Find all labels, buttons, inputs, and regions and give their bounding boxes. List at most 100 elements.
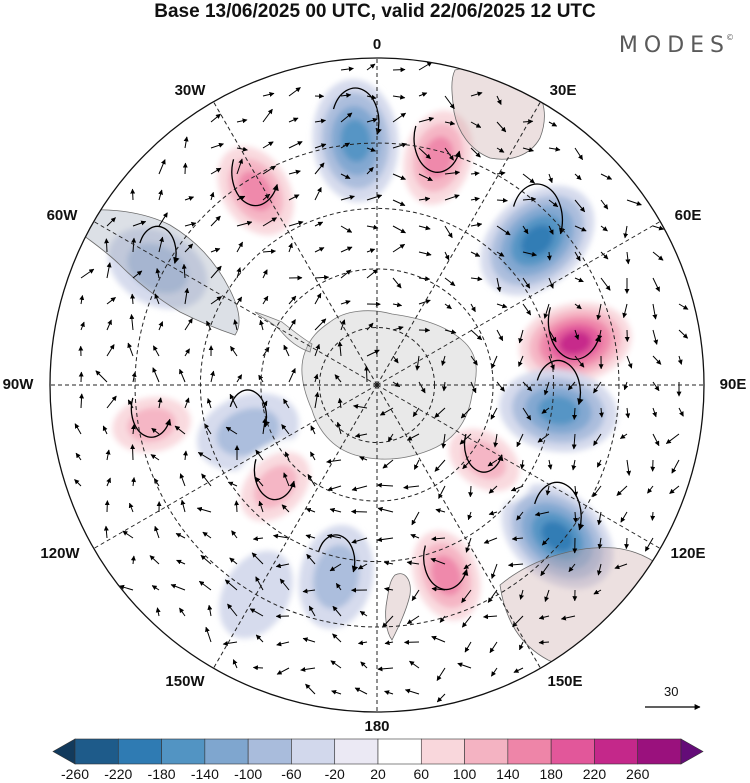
latitude-circle-2 (260, 268, 494, 502)
wind-vector (262, 217, 277, 227)
wind-vector (392, 94, 406, 100)
wind-vector (548, 173, 553, 184)
wind-vector (225, 426, 238, 435)
colorbar-swatch (291, 738, 336, 765)
wind-vector (623, 225, 629, 239)
wind-vector (518, 329, 524, 344)
wind-vector (366, 63, 376, 71)
wind-vector (305, 683, 316, 695)
wind-vector (431, 635, 446, 643)
wind-vector (444, 120, 456, 126)
wind-vector (305, 534, 316, 539)
wind-vector (392, 243, 406, 253)
streamline (332, 87, 382, 135)
wind-vector (418, 299, 431, 305)
map-boundary (49, 57, 705, 713)
wind-vector (236, 146, 248, 152)
circulation-streamlines (130, 87, 602, 591)
wind-vector (174, 425, 186, 435)
wind-vector (444, 95, 455, 110)
wind-vector (406, 615, 420, 625)
wind-vector (538, 639, 550, 645)
wind-vector (288, 117, 299, 123)
colorbar-tick-label: -220 (104, 766, 133, 782)
meridian-line (213, 384, 378, 669)
wind-vector (411, 511, 420, 526)
wind-vector (548, 355, 555, 370)
wind-vector (236, 374, 243, 383)
wind-vector (384, 586, 394, 592)
wind-vector (179, 473, 186, 487)
wind-vector (258, 500, 264, 513)
wind-vector (430, 557, 446, 565)
wind-vector (574, 199, 586, 213)
wind-vector (351, 485, 368, 492)
longitude-label-150e: 150E (547, 673, 583, 690)
wind-vector (255, 576, 264, 591)
wind-vector (522, 381, 533, 392)
wind-vector (574, 277, 584, 283)
wind-vector (227, 603, 238, 617)
streamline (229, 389, 270, 428)
wind-vector (249, 608, 264, 617)
wind-vector (522, 196, 537, 202)
colorbar-tick-label: 60 (413, 766, 430, 782)
wind-vector (202, 531, 212, 539)
wind-vector (314, 318, 327, 331)
wind-vector (340, 92, 352, 98)
wind-vector (496, 251, 505, 257)
wind-vector (470, 303, 476, 313)
colorbar-swatch (464, 738, 509, 765)
wind-vector (314, 143, 327, 149)
wind-vector (255, 477, 264, 487)
colorbar-swatch (377, 738, 422, 765)
wind-vector (332, 633, 342, 643)
wind-vector (483, 537, 498, 544)
wind-vector (255, 634, 264, 643)
wind-vector (262, 165, 277, 175)
wind-vector (131, 371, 137, 383)
wind-vector (548, 199, 559, 208)
wind-vector (359, 456, 368, 461)
wind-vector (534, 511, 550, 517)
colorbar-swatch (334, 738, 379, 765)
wind-vector (129, 313, 135, 331)
wind-vector (130, 444, 136, 461)
wind-vector (597, 537, 603, 550)
wind-vector (366, 147, 376, 152)
wind-vector (516, 511, 524, 521)
wind-vector (354, 433, 368, 438)
wind-vector (415, 355, 421, 371)
wind-vector (459, 433, 472, 445)
wind-vector (310, 451, 316, 461)
longitude-label-30e: 30E (549, 82, 577, 99)
wind-vector (230, 345, 238, 357)
wind-vector (288, 220, 304, 227)
wind-vector (620, 511, 628, 523)
wind-vector (150, 454, 160, 461)
wind-vector (470, 381, 477, 394)
wind-vector (678, 407, 684, 417)
longitude-label-60w: 60W (46, 207, 78, 224)
wind-vector (409, 660, 420, 669)
wind-vector (154, 525, 160, 539)
colorbar-swatch (204, 738, 249, 765)
wind-vector (574, 173, 582, 181)
wind-vector (259, 319, 264, 331)
wind-vector (626, 355, 633, 369)
wind-vector (281, 424, 290, 435)
wind-vector (444, 303, 452, 310)
wind-vector (288, 87, 301, 97)
wind-vector (366, 248, 376, 254)
wind-vector (152, 345, 160, 357)
wind-vector (236, 220, 253, 227)
wind-vector (560, 615, 576, 621)
wind-vector (210, 296, 222, 305)
wind-vector (206, 398, 212, 409)
wind-vector (620, 433, 628, 440)
wind-vector (678, 303, 689, 310)
meridian-line (93, 221, 378, 386)
wind-vector (329, 563, 342, 572)
anomaly-contour (537, 395, 579, 426)
